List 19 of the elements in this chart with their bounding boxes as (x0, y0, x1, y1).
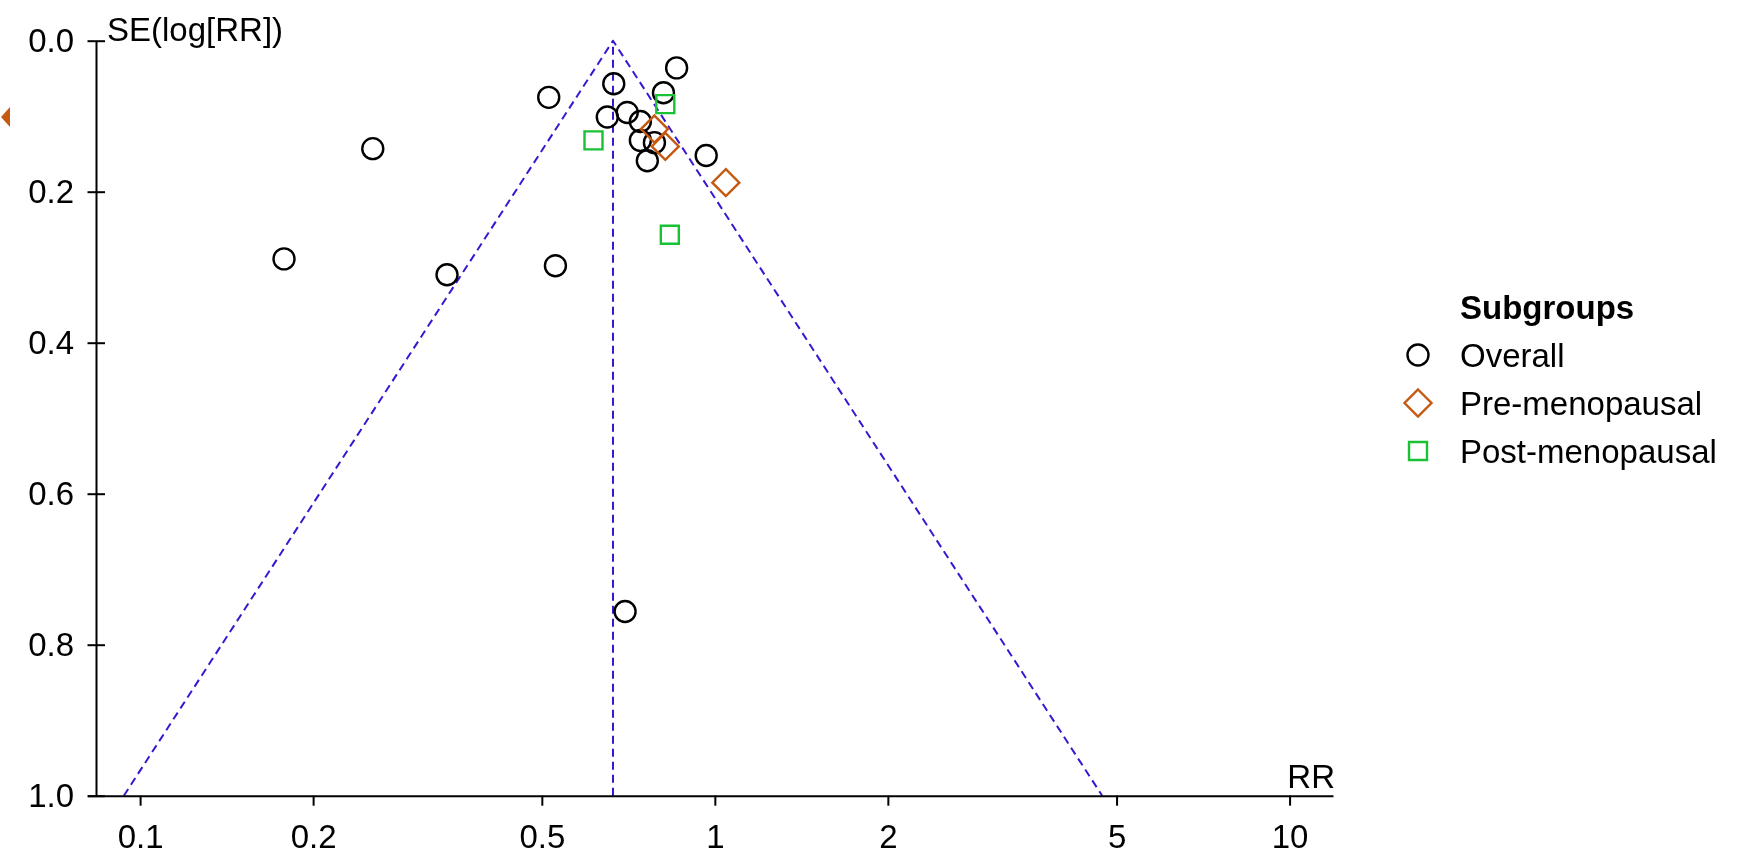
x-tick-label: 0.2 (290, 817, 337, 855)
y-tick-label: 0.2 (28, 172, 74, 210)
x-tick-label: 0.1 (117, 817, 164, 855)
y-tick-label: 0.0 (28, 21, 74, 59)
y-axis-title: SE(log[RR]) (107, 11, 284, 48)
x-axis-title: RR (1287, 757, 1335, 795)
legend-label: Post-menopausal (1460, 432, 1717, 470)
y-tick-label: 0.6 (28, 474, 74, 512)
x-tick-label: 1 (706, 817, 725, 855)
y-tick-label: 0.8 (28, 625, 74, 663)
y-tick-label: 0.4 (28, 323, 74, 361)
x-tick-label: 5 (1107, 817, 1127, 855)
legend-label: Overall (1460, 336, 1565, 374)
x-tick-label: 0.5 (519, 817, 566, 855)
legend-label: Pre-menopausal (1460, 384, 1703, 422)
legend-title: Subgroups (1460, 288, 1635, 326)
y-tick-label: 1.0 (28, 776, 74, 814)
x-tick-label: 10 (1271, 817, 1309, 855)
x-tick-label: 2 (879, 817, 898, 855)
